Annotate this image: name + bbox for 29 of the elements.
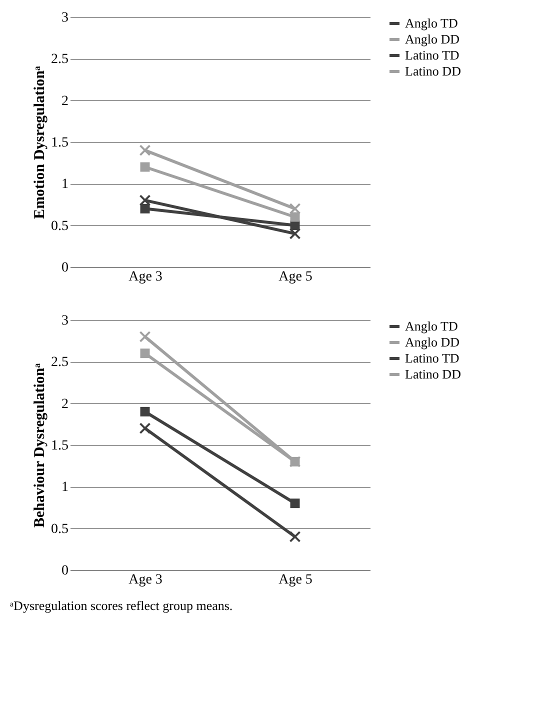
legend-label: Latino TD	[405, 48, 460, 62]
y-tick-label: 2.5	[51, 52, 68, 68]
y-tick-label: 2.5	[51, 355, 68, 370]
legend-label: Latino DD	[405, 64, 461, 78]
legend-label: Anglo TD	[405, 16, 458, 30]
y-tick-label: 0	[62, 564, 68, 578]
legend-label: Latino DD	[405, 366, 461, 382]
y-axis-title: Behaviour Dysregulationᵃ	[32, 362, 48, 528]
y-tick-label: 3	[62, 10, 68, 26]
legend-label: Anglo TD	[405, 318, 458, 334]
legend-label: Latino TD	[405, 350, 460, 366]
text: ᵃDysregulation scores reflect group means.	[10, 598, 233, 613]
y-tick-label: 0.5	[51, 522, 68, 537]
y-tick-label: 1.5	[51, 136, 68, 150]
y-tick-label: 3	[62, 314, 68, 328]
legend-label: Anglo DD	[405, 334, 460, 350]
y-tick-label: 1	[62, 480, 68, 496]
legend-label: Anglo DD	[405, 32, 460, 46]
y-tick-label: 1.5	[51, 438, 68, 454]
y-tick-label: 0	[62, 260, 68, 276]
x-tick-label: Age 3	[128, 572, 162, 588]
y-tick-label: 0.5	[51, 218, 68, 234]
y-tick-label: 1	[62, 177, 68, 192]
x-tick-label: Age 3	[128, 270, 162, 284]
y-tick-label: 2	[62, 396, 68, 412]
x-tick-label: Age 5	[278, 270, 312, 284]
y-axis-title: Emotion Dysregulationᵃ	[32, 65, 48, 219]
y-tick-label: 2	[62, 94, 68, 109]
x-tick-label: Age 5	[278, 572, 312, 588]
